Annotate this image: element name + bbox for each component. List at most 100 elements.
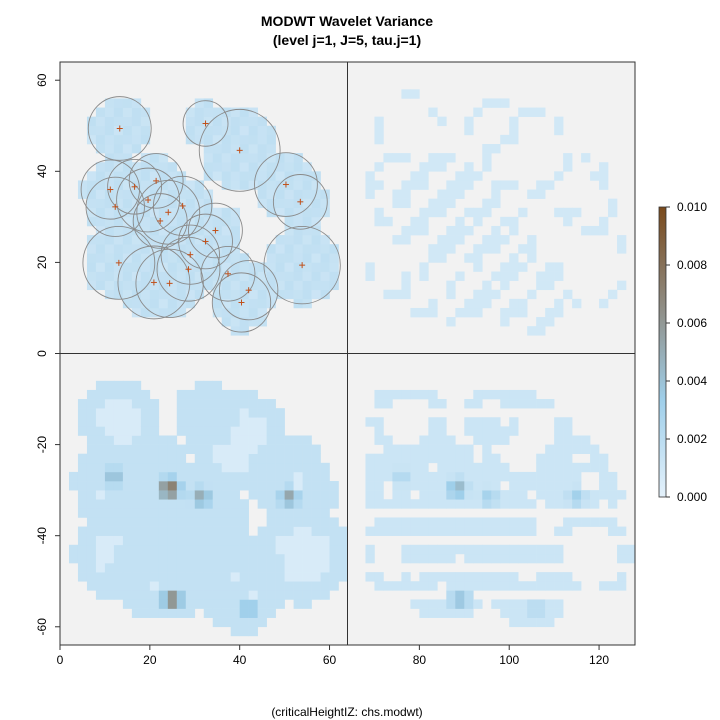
heatmap-cell	[437, 572, 447, 582]
heatmap-cell	[212, 526, 223, 536]
heatmap-cell	[212, 307, 223, 318]
heatmap-cell	[257, 435, 267, 445]
center-marker	[165, 209, 172, 216]
heatmap-cell	[536, 490, 546, 500]
heatmap-cell	[86, 389, 97, 400]
heatmap-cell	[284, 207, 294, 218]
heatmap-cell	[419, 499, 429, 509]
heatmap-cell	[194, 116, 205, 127]
circle-outline	[188, 202, 243, 259]
heatmap-cell	[149, 553, 160, 564]
heatmap-cell	[194, 508, 205, 518]
heatmap-cell	[257, 408, 267, 418]
heatmap-cell	[401, 180, 411, 190]
heatmap-cell	[149, 153, 160, 163]
heatmap-cell	[491, 553, 501, 564]
heatmap-cell	[437, 471, 447, 482]
heatmap-cell	[176, 453, 187, 464]
heatmap-cell	[140, 435, 151, 445]
heatmap-cell	[248, 417, 258, 427]
heatmap-cell	[329, 553, 339, 564]
heatmap-cell	[437, 207, 447, 218]
heatmap-cell	[509, 307, 519, 318]
heatmap-cell	[239, 544, 249, 555]
heatmap-cell	[176, 244, 187, 254]
heatmap-cell	[320, 581, 330, 591]
heatmap-cell	[122, 563, 133, 573]
heatmap-cell	[149, 517, 160, 527]
heatmap-cell	[473, 572, 483, 582]
heatmap-cell	[158, 453, 169, 464]
heatmap-cell	[221, 134, 232, 145]
heatmap-cell	[221, 143, 232, 154]
heatmap-cell	[428, 435, 438, 445]
heatmap-cell	[392, 198, 402, 209]
heatmap-cell	[311, 526, 321, 536]
heatmap-cell	[194, 462, 205, 473]
heatmap-cell	[491, 572, 501, 582]
heatmap-cell	[374, 116, 384, 127]
heatmap-cell	[473, 298, 483, 309]
heatmap-cell	[545, 262, 555, 272]
heatmap-cell	[167, 481, 178, 491]
colorbar-tick-label: 0.006	[677, 316, 707, 330]
heatmap-cell	[545, 608, 555, 618]
heatmap-cell	[113, 544, 124, 555]
heatmap-cell	[500, 572, 510, 582]
heatmap-cell	[257, 471, 267, 482]
heatmap-cell	[464, 544, 474, 555]
heatmap-cell	[275, 481, 285, 491]
heatmap-cell	[554, 608, 564, 618]
heatmap-cell	[185, 535, 196, 546]
heatmap-cell	[158, 198, 169, 209]
heatmap-cell	[230, 444, 240, 455]
heatmap-cell	[203, 453, 214, 464]
heatmap-cell	[113, 399, 124, 409]
heatmap-cell	[203, 134, 214, 145]
heatmap-cell	[266, 244, 276, 254]
heatmap-cell	[428, 207, 438, 218]
heatmap-cell	[374, 134, 384, 145]
heatmap-cell	[194, 526, 205, 536]
heatmap-cell	[95, 134, 106, 145]
heatmap-cell	[86, 544, 97, 555]
center-marker	[131, 183, 138, 190]
heatmap-cell	[482, 389, 492, 400]
heatmap-cell	[185, 608, 196, 618]
heatmap-cell	[176, 508, 187, 518]
heatmap-cell	[221, 535, 232, 546]
heatmap-cell	[158, 444, 169, 455]
heatmap-cell	[212, 553, 223, 564]
heatmap-cell	[509, 426, 519, 436]
heatmap-cell	[563, 481, 573, 491]
heatmap-cell	[104, 134, 115, 145]
heatmap-cell	[248, 134, 258, 145]
heatmap-cell	[293, 162, 303, 172]
heatmap-cell	[500, 599, 510, 609]
heatmap-cell	[428, 490, 438, 500]
heatmap-cell	[500, 435, 510, 445]
heatmap-cell	[167, 590, 178, 600]
heatmap-cell	[401, 544, 411, 555]
heatmap-cell	[122, 572, 133, 582]
heatmap-cell	[257, 499, 267, 509]
heatmap-cell	[293, 471, 303, 482]
heatmap-cell	[86, 417, 97, 427]
heatmap-cell	[95, 280, 106, 291]
heatmap-cell	[149, 235, 160, 245]
heatmap-cell	[419, 599, 429, 609]
heatmap-cell	[113, 426, 124, 436]
heatmap-cell	[608, 499, 618, 509]
heatmap-cell	[266, 471, 276, 482]
heatmap-cell	[374, 499, 384, 509]
heatmap-cell	[293, 563, 303, 573]
heatmap-cell	[563, 526, 573, 536]
heatmap-cell	[293, 508, 303, 518]
heatmap-cell	[509, 517, 519, 527]
heatmap-cell	[446, 544, 456, 555]
heatmap-cell	[140, 526, 151, 536]
heatmap-cell	[473, 417, 483, 427]
heatmap-cell	[140, 499, 151, 509]
heatmap-cell	[401, 481, 411, 491]
